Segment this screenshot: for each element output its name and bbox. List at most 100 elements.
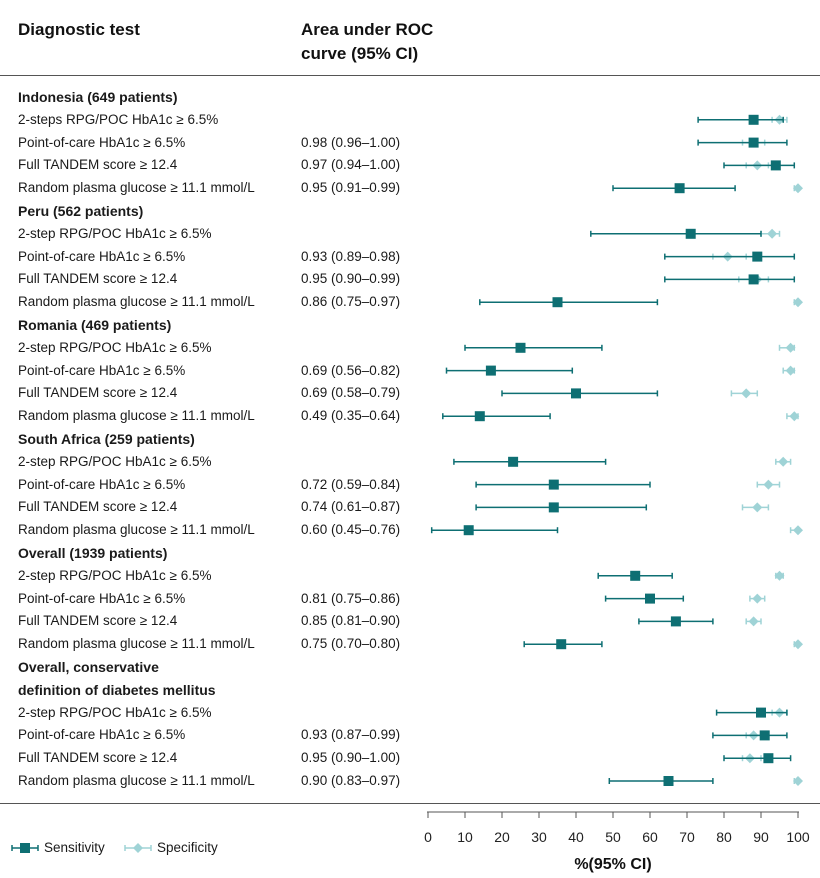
group-label: South Africa (259 patients)	[18, 431, 195, 447]
test-label: Point-of-care HbA1c ≥ 6.5%	[18, 248, 186, 264]
sensitivity-marker	[430, 525, 559, 536]
sensitivity-marker	[723, 753, 792, 764]
test-label: Point-of-care HbA1c ≥ 6.5%	[18, 134, 186, 150]
specificity-marker	[793, 297, 803, 308]
table-row: Full TANDEM score ≥ 12.4 0.74 (0.61–0.87)	[0, 496, 420, 518]
x-tick-label: 10	[457, 829, 473, 845]
x-tick-label: 80	[716, 829, 732, 845]
table-row: 2-step RPG/POC HbA1c ≥ 6.5%	[0, 337, 420, 359]
header-auc-line1: Area under ROC	[301, 20, 434, 39]
test-label: Point-of-care HbA1c ≥ 6.5%	[18, 476, 186, 492]
test-label: Full TANDEM score ≥ 12.4	[18, 157, 178, 173]
specificity-marker	[782, 365, 796, 376]
sensitivity-marker	[697, 114, 784, 125]
sensitivity-marker	[475, 479, 651, 490]
test-label: Full TANDEM score ≥ 12.4	[18, 385, 178, 401]
specificity-marker	[793, 776, 803, 786]
x-tick-label: 50	[605, 829, 621, 845]
header-auc-line2: curve (95% CI)	[301, 44, 419, 63]
sensitivity-marker	[464, 342, 603, 353]
table-row: 2-step RPG/POC HbA1c ≥ 6.5%	[0, 565, 420, 587]
sensitivity-marker	[608, 776, 714, 786]
auc-value: 0.69 (0.56–0.82)	[301, 362, 401, 378]
auc-value: 0.93 (0.87–0.99)	[301, 727, 401, 743]
auc-value: 0.69 (0.58–0.79)	[301, 385, 401, 401]
table-row: Full TANDEM score ≥ 12.4 0.97 (0.94–1.00)	[0, 154, 420, 176]
specificity-marker	[775, 456, 792, 467]
test-label: Full TANDEM score ≥ 12.4	[18, 499, 178, 515]
test-label: Full TANDEM score ≥ 12.4	[18, 613, 178, 629]
auc-value: 0.72 (0.59–0.84)	[301, 476, 401, 492]
auc-value: 0.60 (0.45–0.76)	[301, 522, 401, 538]
specificity-marker	[741, 502, 770, 513]
group-header-row: Indonesia (649 patients)	[0, 86, 420, 108]
auc-value: 0.95 (0.90–0.99)	[301, 271, 401, 287]
test-label: Full TANDEM score ≥ 12.4	[18, 750, 178, 766]
group-header-row: Overall (1939 patients)	[0, 542, 420, 564]
group-label: Peru (562 patients)	[18, 203, 144, 219]
sensitivity-marker	[664, 274, 796, 285]
test-label: 2-step RPG/POC HbA1c ≥ 6.5%	[18, 225, 212, 241]
group-label: Indonesia (649 patients)	[18, 89, 178, 105]
x-tick-label: 30	[531, 829, 547, 845]
specificity-marker	[789, 525, 803, 536]
auc-value: 0.95 (0.90–1.00)	[301, 750, 401, 766]
test-label: 2-step RPG/POC HbA1c ≥ 6.5%	[18, 704, 212, 720]
x-tick-label: 60	[642, 829, 658, 845]
sensitivity-marker	[453, 456, 607, 467]
table-row: Point-of-care HbA1c ≥ 6.5% 0.93 (0.87–0.9…	[0, 724, 420, 746]
auc-value: 0.93 (0.89–0.98)	[301, 248, 401, 264]
auc-value: 0.97 (0.94–1.00)	[301, 157, 401, 173]
specificity-marker	[793, 639, 803, 650]
test-label: 2-steps RPG/POC HbA1c ≥ 6.5%	[18, 111, 219, 127]
sensitivity-marker	[712, 730, 788, 741]
legend: Sensitivity Specificity	[10, 838, 270, 858]
group-header-row: Peru (562 patients)	[0, 200, 420, 222]
table-row: 2-step RPG/POC HbA1c ≥ 6.5%	[0, 451, 420, 473]
group-label: definition of diabetes mellitus	[18, 681, 216, 698]
auc-value: 0.75 (0.70–0.80)	[301, 636, 401, 652]
table-row: Random plasma glucose ≥ 11.1 mmol/L 0.95 …	[0, 177, 420, 199]
auc-value: 0.95 (0.91–0.99)	[301, 180, 401, 196]
sensitivity-marker	[590, 228, 762, 239]
x-tick-label: 0	[424, 829, 432, 845]
test-label: Random plasma glucose ≥ 11.1 mmol/L	[18, 408, 255, 424]
table-row: Point-of-care HbA1c ≥ 6.5% 0.81 (0.75–0.8…	[0, 588, 420, 610]
table-row: 2-step RPG/POC HbA1c ≥ 6.5%	[0, 702, 420, 724]
table-row: Full TANDEM score ≥ 12.4 0.95 (0.90–0.99)	[0, 268, 420, 290]
top-rule	[0, 75, 820, 76]
sensitivity-marker	[523, 639, 603, 650]
table-row: Full TANDEM score ≥ 12.4 0.95 (0.90–1.00)	[0, 747, 420, 769]
sensitivity-legend-icon	[11, 843, 39, 853]
test-label: Random plasma glucose ≥ 11.1 mmol/L	[18, 522, 255, 538]
x-tick-label: 100	[786, 829, 810, 845]
bottom-rule	[0, 803, 820, 804]
specificity-marker	[786, 411, 800, 422]
group-label: Romania (469 patients)	[18, 317, 172, 333]
test-label: Random plasma glucose ≥ 11.1 mmol/L	[18, 294, 255, 310]
group-header-row: definition of diabetes mellitus	[0, 679, 420, 701]
legend-sensitivity-label: Sensitivity	[44, 840, 105, 855]
test-label: Random plasma glucose ≥ 11.1 mmol/L	[18, 773, 255, 788]
specificity-marker	[745, 616, 762, 627]
specificity-marker	[730, 388, 759, 399]
legend-specificity-label: Specificity	[157, 840, 218, 855]
auc-value: 0.86 (0.75–0.97)	[301, 294, 401, 310]
table-row: 2-step RPG/POC HbA1c ≥ 6.5%	[0, 223, 420, 245]
table-row: 2-steps RPG/POC HbA1c ≥ 6.5%	[0, 109, 420, 131]
sensitivity-marker	[597, 570, 673, 581]
auc-value: 0.49 (0.35–0.64)	[301, 408, 401, 424]
table-row: Point-of-care HbA1c ≥ 6.5% 0.72 (0.59–0.8…	[0, 474, 420, 496]
sensitivity-marker	[501, 388, 659, 399]
test-label: 2-step RPG/POC HbA1c ≥ 6.5%	[18, 453, 212, 469]
auc-value: 0.98 (0.96–1.00)	[301, 134, 401, 150]
sensitivity-marker	[638, 616, 714, 627]
test-label: Random plasma glucose ≥ 11.1 mmol/L	[18, 180, 255, 196]
sensitivity-marker	[612, 183, 736, 194]
auc-value: 0.85 (0.81–0.90)	[301, 613, 401, 629]
sensitivity-marker	[715, 707, 788, 718]
group-header-row: Overall, conservative	[0, 656, 420, 678]
auc-value: 0.90 (0.83–0.97)	[301, 773, 401, 788]
